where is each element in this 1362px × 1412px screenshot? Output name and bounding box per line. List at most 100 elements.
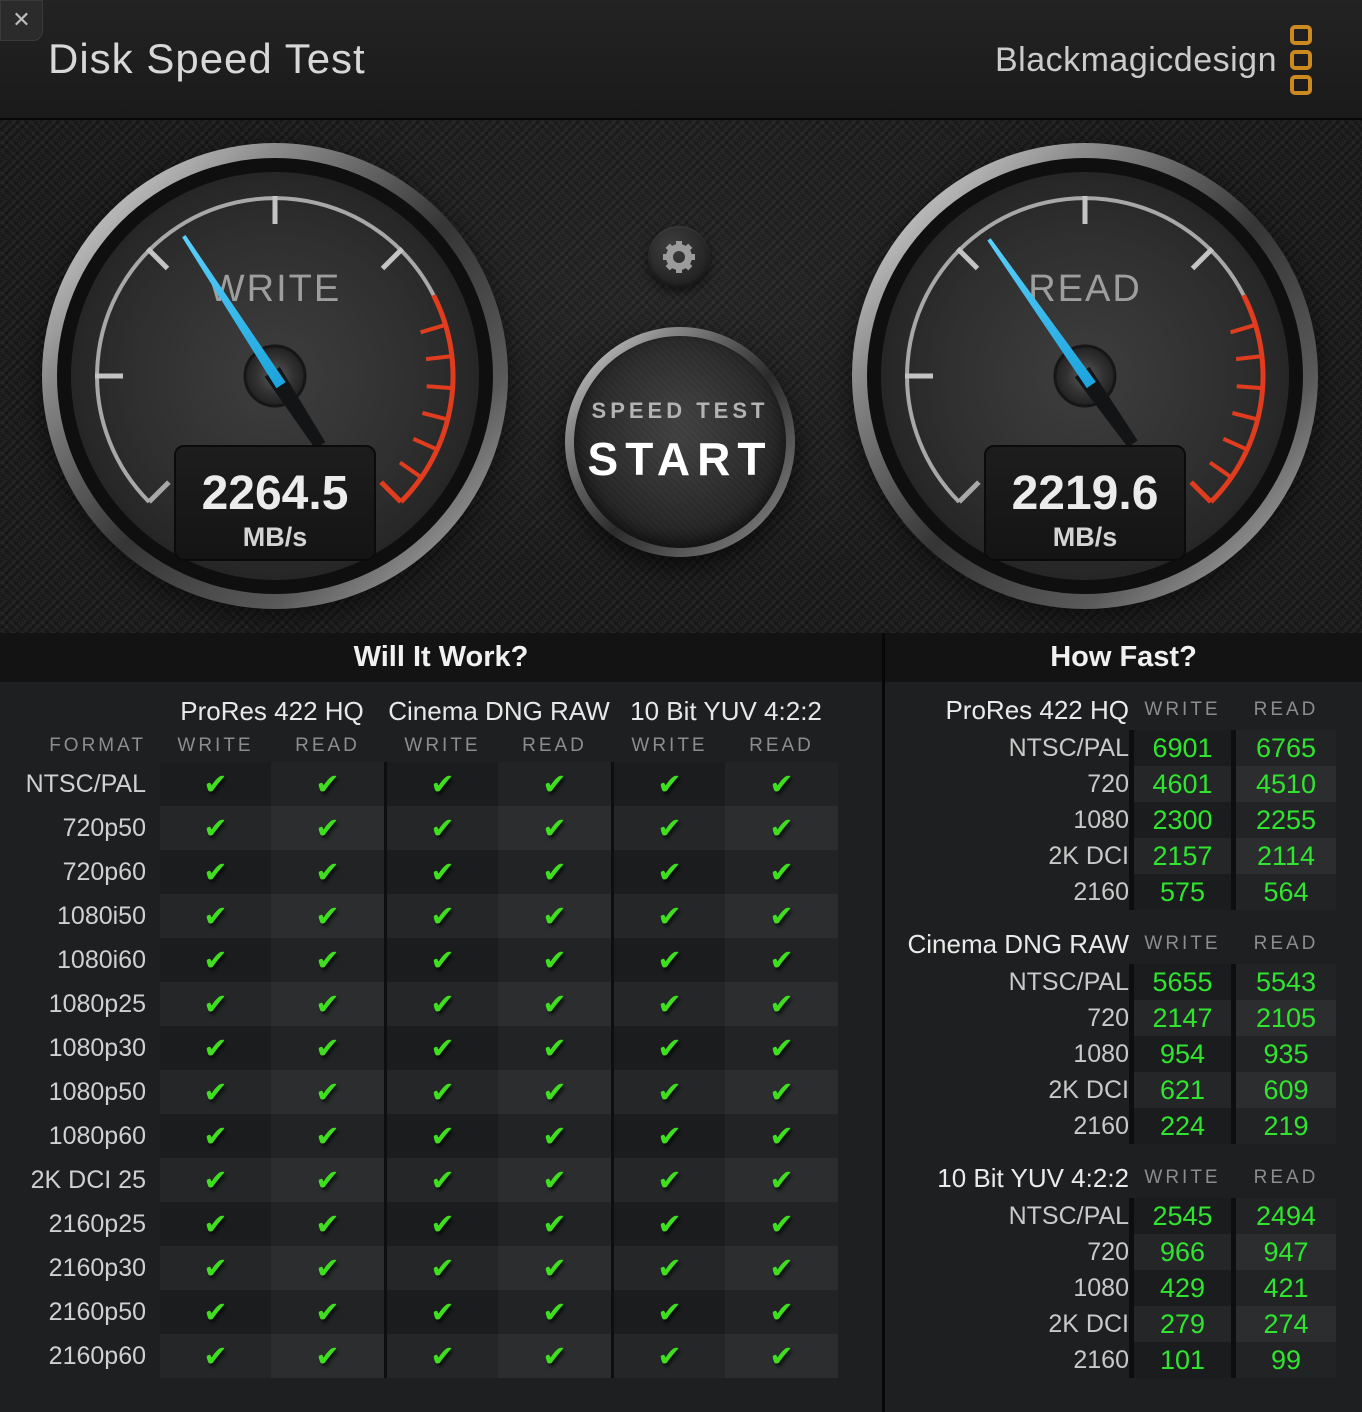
- close-button[interactable]: ✕: [0, 0, 43, 41]
- check-icon: ✔: [387, 1114, 498, 1158]
- codec-group-header: 10 Bit YUV 4:2:2: [630, 695, 822, 726]
- check-icon: ✔: [614, 806, 725, 850]
- check-icon: ✔: [271, 1290, 384, 1334]
- column-gap: [384, 1026, 387, 1070]
- gauge-unit: MB/s: [243, 522, 308, 552]
- check-icon: ✔: [725, 1026, 838, 1070]
- codec-group-header: ProRes 422 HQ: [180, 695, 364, 726]
- read-value: 564: [1236, 874, 1336, 910]
- start-button-subtitle: SPEED TEST: [591, 398, 769, 423]
- read-value: 421: [1236, 1270, 1336, 1306]
- column-gap: [611, 1026, 614, 1070]
- format-label: 1080i60: [57, 945, 146, 974]
- column-gap: [1129, 1198, 1134, 1234]
- logo-square: [1290, 25, 1312, 45]
- check-icon: ✔: [614, 1026, 725, 1070]
- write-value: 224: [1134, 1108, 1231, 1144]
- read-gauge: READ 2219.6 MB/s: [850, 141, 1320, 611]
- check-icon: ✔: [387, 806, 498, 850]
- row-label: NTSC/PAL: [1008, 967, 1129, 996]
- check-icon: ✔: [725, 1246, 838, 1290]
- check-icon: ✔: [498, 1114, 611, 1158]
- check-icon: ✔: [387, 762, 498, 806]
- check-icon: ✔: [614, 982, 725, 1026]
- check-icon: ✔: [271, 982, 384, 1026]
- start-button[interactable]: SPEED TEST START: [565, 327, 795, 557]
- gauge-needle: [182, 235, 326, 449]
- column-gap: [1231, 802, 1236, 838]
- column-gap: [1231, 1306, 1236, 1342]
- table-row: 720 966 947: [885, 1234, 1362, 1270]
- column-gap: [384, 1114, 387, 1158]
- read-value: 219: [1236, 1108, 1336, 1144]
- column-gap: [1129, 964, 1134, 1000]
- row-label: 2160: [1073, 1111, 1129, 1140]
- row-label: 720: [1087, 1003, 1129, 1032]
- check-icon: ✔: [498, 1026, 611, 1070]
- table-row: 720p60 ✔ ✔ ✔ ✔ ✔ ✔: [0, 850, 882, 894]
- table-row: 2K DCI 279 274: [885, 1306, 1362, 1342]
- column-gap: [384, 1290, 387, 1334]
- check-icon: ✔: [271, 938, 384, 982]
- row-label: 1080: [1073, 1039, 1129, 1068]
- format-label: NTSC/PAL: [25, 769, 146, 798]
- table-row: NTSC/PAL 2545 2494: [885, 1198, 1362, 1234]
- format-label: 720p50: [62, 813, 146, 842]
- check-icon: ✔: [498, 1246, 611, 1290]
- column-gap: [611, 894, 614, 938]
- check-icon: ✔: [160, 806, 271, 850]
- table-row: NTSC/PAL 6901 6765: [885, 730, 1362, 766]
- check-icon: ✔: [498, 762, 611, 806]
- check-icon: ✔: [160, 1158, 271, 1202]
- check-icon: ✔: [160, 894, 271, 938]
- write-value: 2545: [1134, 1198, 1231, 1234]
- column-gap: [384, 1246, 387, 1290]
- column-gap: [611, 1202, 614, 1246]
- blackmagic-logo-icon: [1290, 25, 1312, 95]
- check-icon: ✔: [725, 982, 838, 1026]
- check-icon: ✔: [160, 1026, 271, 1070]
- table-row: 720 4601 4510: [885, 766, 1362, 802]
- brand-name: Blackmagicdesign: [994, 40, 1277, 79]
- format-column-header: FORMAT: [49, 735, 146, 756]
- format-label: 2160p30: [48, 1253, 146, 1282]
- column-gap: [1129, 1342, 1134, 1378]
- check-icon: ✔: [614, 938, 725, 982]
- check-icon: ✔: [725, 894, 838, 938]
- column-gap: [1231, 1270, 1236, 1306]
- column-gap: [611, 1290, 614, 1334]
- format-label: 1080p50: [48, 1077, 146, 1106]
- check-icon: ✔: [387, 1246, 498, 1290]
- write-value: 2300: [1134, 802, 1231, 838]
- column-gap: [1231, 964, 1236, 1000]
- table-row: 1080p60 ✔ ✔ ✔ ✔ ✔ ✔: [0, 1114, 882, 1158]
- gauge-value-box: [174, 445, 376, 561]
- check-icon: ✔: [271, 806, 384, 850]
- table-row: 1080i60 ✔ ✔ ✔ ✔ ✔ ✔: [0, 938, 882, 982]
- panel-how-fast: How Fast? ProRes 422 HQ WRITE READ NTSC/PAL…: [885, 633, 1362, 1412]
- check-icon: ✔: [160, 1114, 271, 1158]
- check-icon: ✔: [387, 938, 498, 982]
- logo-square: [1290, 50, 1312, 70]
- check-icon: ✔: [271, 1334, 384, 1378]
- table-row: 2160p30 ✔ ✔ ✔ ✔ ✔ ✔: [0, 1246, 882, 1290]
- column-gap: [1231, 1000, 1236, 1036]
- column-gap: [611, 982, 614, 1026]
- write-column-header: WRITE: [1144, 1167, 1221, 1188]
- read-column-header: READ: [749, 735, 814, 756]
- table-row: 2K DCI 2157 2114: [885, 838, 1362, 874]
- column-gap: [1231, 874, 1236, 910]
- write-column-header: WRITE: [1144, 933, 1221, 954]
- column-gap: [384, 850, 387, 894]
- row-label: 720: [1087, 769, 1129, 798]
- write-column-header: WRITE: [404, 735, 481, 756]
- check-icon: ✔: [271, 1070, 384, 1114]
- section-header: 10 Bit YUV 4:2:2 WRITE READ: [885, 1158, 1362, 1198]
- column-gap: [1129, 730, 1134, 766]
- check-icon: ✔: [498, 982, 611, 1026]
- settings-button[interactable]: [648, 226, 710, 288]
- check-icon: ✔: [614, 1290, 725, 1334]
- write-value: 279: [1134, 1306, 1231, 1342]
- column-gap: [1129, 802, 1134, 838]
- check-icon: ✔: [725, 1202, 838, 1246]
